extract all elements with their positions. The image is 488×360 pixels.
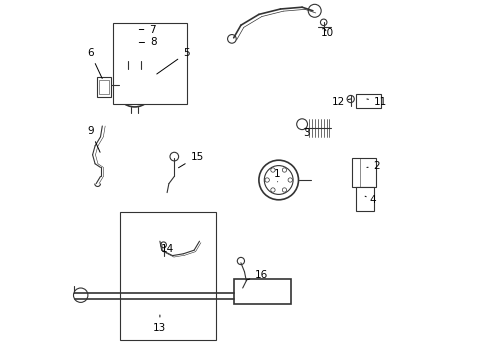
Text: 11: 11 [366,96,386,107]
Text: 2: 2 [366,161,380,171]
Bar [355,187,373,211]
Text: 15: 15 [178,152,203,168]
Bar [97,77,110,97]
Text: 16: 16 [246,270,268,280]
Text: 10: 10 [320,28,333,38]
Text: 9: 9 [87,126,100,152]
Bar [120,212,215,340]
Bar [113,23,186,104]
Text: 13: 13 [153,315,166,333]
Text: 14: 14 [160,244,173,254]
Bar [233,279,291,304]
Text: 12: 12 [331,96,350,107]
Text: 4: 4 [365,195,375,205]
Text: 1: 1 [274,169,281,182]
Bar [355,94,381,108]
Bar [352,158,375,187]
Text: 6: 6 [87,48,102,78]
Text: 7: 7 [139,24,156,35]
Text: 3: 3 [303,128,309,138]
Text: 5: 5 [157,48,189,74]
Bar [99,80,108,94]
Text: 8: 8 [139,37,157,48]
